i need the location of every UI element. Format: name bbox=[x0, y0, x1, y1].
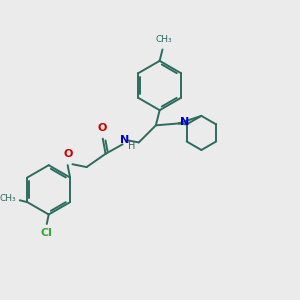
Text: Cl: Cl bbox=[41, 228, 53, 238]
Text: N: N bbox=[120, 135, 129, 145]
Text: O: O bbox=[64, 149, 73, 160]
Text: CH₃: CH₃ bbox=[0, 194, 16, 203]
Text: H: H bbox=[128, 141, 135, 151]
Text: CH₃: CH₃ bbox=[155, 35, 172, 44]
Text: O: O bbox=[97, 123, 106, 133]
Text: N: N bbox=[180, 118, 189, 128]
